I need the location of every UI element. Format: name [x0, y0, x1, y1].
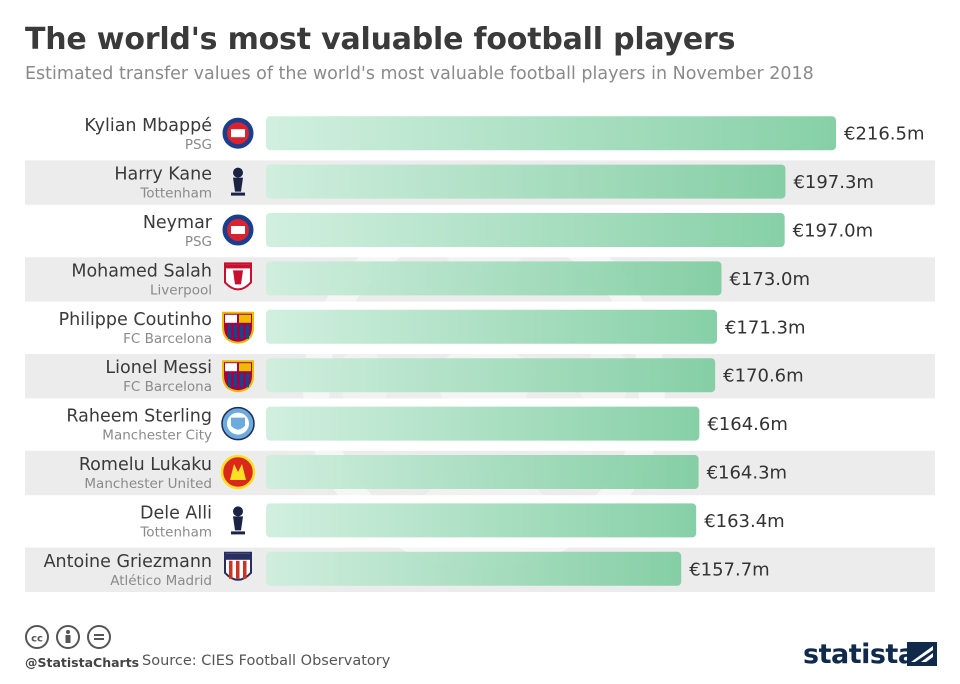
bar — [266, 213, 785, 247]
chart-subtitle: Estimated transfer values of the world's… — [25, 64, 814, 84]
player-name-label: Antoine Griezmann — [44, 552, 212, 572]
player-name-label: Mohamed Salah — [71, 261, 212, 281]
tottenham-crest-icon — [231, 506, 245, 535]
club-label: Manchester United — [84, 476, 212, 492]
barcelona-crest-icon — [222, 311, 254, 344]
liverpool-crest-icon — [224, 262, 252, 291]
bar — [266, 406, 700, 441]
bar — [266, 358, 716, 393]
svg-text:cc: cc — [31, 634, 43, 645]
atletico-crest-icon — [224, 551, 252, 581]
value-label: €163.4m — [704, 511, 785, 532]
bar — [266, 455, 699, 489]
player-name-label: Harry Kane — [114, 165, 212, 185]
barcelona-crest-icon — [222, 360, 254, 393]
bar — [266, 551, 682, 586]
value-label: €216.5m — [844, 124, 925, 145]
club-label: FC Barcelona — [123, 379, 212, 395]
psg-crest-icon — [221, 213, 255, 247]
player-name-label: Romelu Lukaku — [79, 455, 212, 475]
bar — [266, 261, 722, 296]
value-label: €170.6m — [723, 366, 804, 387]
bar — [266, 309, 717, 344]
no-derivatives-icon — [87, 625, 111, 649]
player-name-label: Philippe Coutinho — [59, 310, 212, 330]
value-label: €164.3m — [707, 463, 788, 484]
player-name-label: Dele Alli — [140, 503, 212, 523]
license-icons: cc — [25, 624, 125, 654]
statista-handle[interactable]: @StatistaCharts — [25, 655, 140, 670]
player-name-label: Neymar — [143, 213, 213, 233]
club-label: Liverpool — [150, 282, 212, 298]
club-label: Tottenham — [139, 186, 212, 202]
bar — [266, 503, 697, 538]
chart-title: The world's most valuable football playe… — [25, 22, 736, 57]
club-label: Atlético Madrid — [110, 573, 212, 589]
club-label: Manchester City — [102, 428, 212, 444]
psg-crest-icon — [221, 116, 255, 150]
value-label: €173.0m — [729, 269, 810, 290]
value-label: €171.3m — [725, 317, 806, 338]
player-name-label: Raheem Sterling — [66, 407, 212, 427]
value-label: €157.7m — [689, 559, 770, 580]
club-label: PSG — [185, 137, 212, 153]
club-label: Tottenham — [139, 524, 212, 540]
value-label: €197.3m — [793, 172, 874, 193]
player-name-label: Lionel Messi — [105, 358, 212, 378]
cc-icon: cc — [25, 625, 49, 649]
man-city-crest-icon — [221, 406, 255, 441]
bar — [266, 164, 786, 199]
attribution-icon — [56, 625, 80, 649]
club-label: FC Barcelona — [123, 331, 212, 347]
player-name-label: Kylian Mbappé — [84, 116, 212, 136]
statista-logo-icon — [907, 642, 937, 666]
source-note: Source: CIES Football Observatory — [142, 653, 391, 669]
bar — [266, 116, 836, 151]
statista-logo[interactable]: statista — [803, 639, 916, 670]
tottenham-crest-icon — [231, 167, 245, 196]
value-label: €164.6m — [707, 414, 788, 435]
man-united-crest-icon — [220, 454, 256, 490]
value-label: €197.0m — [793, 221, 874, 242]
club-label: PSG — [185, 234, 212, 250]
